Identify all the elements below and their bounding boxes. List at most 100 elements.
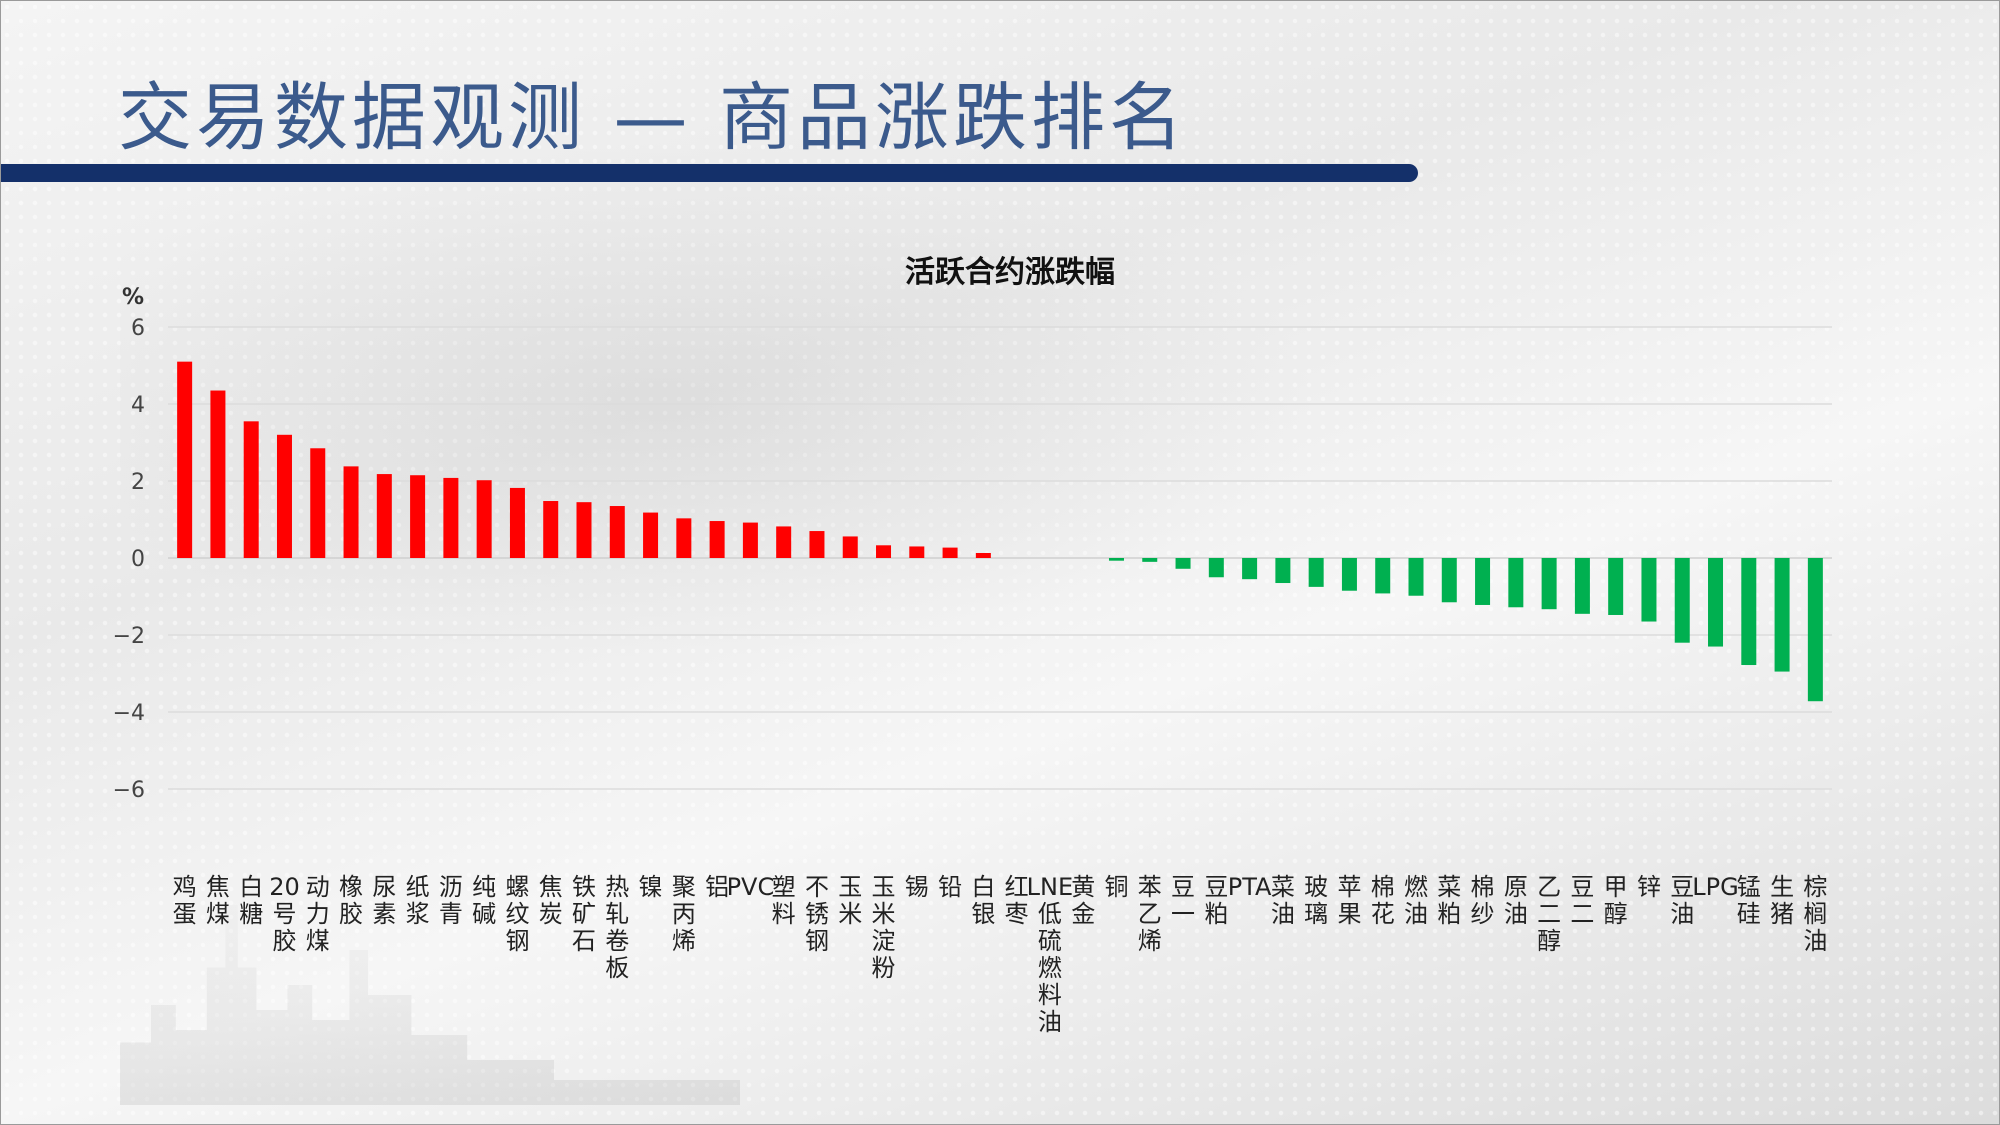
- x-tick-label: 豆二: [1570, 873, 1594, 928]
- bar: [975, 552, 991, 558]
- bar: [1641, 558, 1657, 622]
- x-tick-label: 鸡蛋: [173, 873, 197, 928]
- x-tick-label: 沥青: [439, 873, 463, 928]
- bar: [410, 475, 426, 558]
- x-tick-label: 燃油: [1404, 873, 1428, 928]
- bar: [1375, 558, 1391, 594]
- x-tick-label: 焦煤: [206, 873, 230, 928]
- bar: [210, 390, 226, 558]
- bar: [609, 506, 625, 558]
- x-tick-label: PVC: [727, 873, 775, 901]
- x-tick-label: LPG: [1692, 873, 1738, 901]
- bar: [1741, 558, 1757, 666]
- bar: [876, 545, 892, 558]
- x-tick-label: 玉米: [838, 873, 862, 928]
- x-tick-label: 铅: [938, 873, 962, 901]
- x-tick-label: 20 号胶: [269, 873, 300, 955]
- bar: [776, 526, 792, 558]
- bar: [842, 536, 858, 558]
- x-tick-label: 铜: [1104, 873, 1128, 901]
- bar: [742, 522, 758, 558]
- x-tick-label: 聚丙烯: [672, 873, 696, 955]
- bar: [177, 361, 193, 558]
- x-tick-label: 菜油: [1271, 873, 1295, 928]
- y-tick-label: 4: [131, 393, 145, 418]
- bar: [1341, 558, 1357, 591]
- y-tick-label: −4: [113, 701, 145, 726]
- x-tick-label: 豆一: [1171, 873, 1195, 928]
- x-tick-label: 原油: [1504, 873, 1528, 928]
- bar: [1674, 558, 1690, 643]
- y-tick-label: −2: [113, 624, 145, 649]
- bar: [809, 531, 825, 558]
- y-tick-label: 6: [131, 316, 145, 341]
- x-tick-label: 棉纱: [1471, 873, 1495, 928]
- bar: [276, 434, 292, 558]
- bar: [576, 502, 592, 558]
- bar: [1574, 558, 1590, 614]
- background-world-map: [120, 140, 1320, 660]
- x-tick-label: PTA: [1228, 873, 1272, 901]
- bar: [1807, 558, 1823, 702]
- bar: [676, 518, 692, 558]
- x-tick-label: 动力煤: [306, 873, 330, 955]
- x-tick-label: 菜粕: [1437, 873, 1461, 928]
- bar: [1208, 558, 1224, 578]
- bar: [443, 477, 459, 558]
- y-axis-ticks: 6 4 2 0 −2 −4 −6: [113, 316, 145, 803]
- bar: [1475, 558, 1491, 605]
- x-tick-label: LNE 低硫燃料油: [1027, 873, 1074, 1036]
- bar: [310, 448, 326, 558]
- y-axis-unit-label: %: [122, 285, 144, 310]
- bar: [509, 487, 525, 558]
- x-tick-label: 甲醇: [1604, 873, 1628, 928]
- x-tick-label: 红枣: [1005, 873, 1029, 928]
- bar: [1541, 558, 1557, 610]
- bar: [1275, 558, 1291, 584]
- bar: [909, 546, 925, 558]
- x-tick-label: 铁矿石: [572, 873, 596, 955]
- bar: [376, 474, 392, 558]
- x-tick-label: 镍: [639, 873, 663, 901]
- x-tick-label: 锰硅: [1737, 873, 1761, 928]
- bar: [1708, 558, 1724, 647]
- x-tick-label: 生猪: [1770, 873, 1794, 928]
- bar: [1242, 558, 1258, 580]
- bar: [1608, 558, 1624, 615]
- y-tick-label: −6: [113, 778, 145, 803]
- x-tick-label: 锡: [905, 873, 929, 901]
- x-tick-label: 玉米淀粉: [872, 873, 896, 982]
- bar: [1108, 558, 1124, 561]
- x-tick-label: 焦炭: [539, 873, 563, 928]
- bar: [1308, 558, 1324, 587]
- bar: [1142, 558, 1158, 562]
- x-tick-label: 黄金: [1071, 873, 1095, 928]
- y-tick-label: 2: [131, 470, 145, 495]
- bar: [543, 501, 559, 558]
- x-tick-label: 尿素: [372, 873, 396, 928]
- x-tick-label: 乙二醇: [1537, 873, 1561, 955]
- x-tick-label: 锌: [1637, 873, 1661, 901]
- x-tick-label: 苹果: [1337, 873, 1361, 928]
- bar: [343, 466, 359, 558]
- x-tick-label: 热轧卷板: [605, 873, 629, 982]
- bar: [243, 421, 259, 558]
- bar: [1175, 558, 1191, 569]
- y-tick-label: 0: [131, 547, 145, 572]
- bar: [709, 521, 725, 558]
- bar: [1508, 558, 1524, 608]
- x-tick-label: 豆粕: [1204, 873, 1228, 928]
- x-tick-label: 塑料: [772, 873, 796, 928]
- bar: [942, 547, 958, 558]
- x-tick-label: 铝: [705, 873, 729, 901]
- x-tick-label: 白糖: [239, 873, 263, 928]
- x-tick-label: 棕榈油: [1803, 873, 1827, 955]
- bar: [1441, 558, 1457, 603]
- x-tick-label: 橡胶: [339, 873, 363, 928]
- x-tick-label: 纯碱: [472, 873, 496, 928]
- chart-title: 活跃合约涨跌幅: [905, 255, 1115, 290]
- bars: [177, 361, 1823, 702]
